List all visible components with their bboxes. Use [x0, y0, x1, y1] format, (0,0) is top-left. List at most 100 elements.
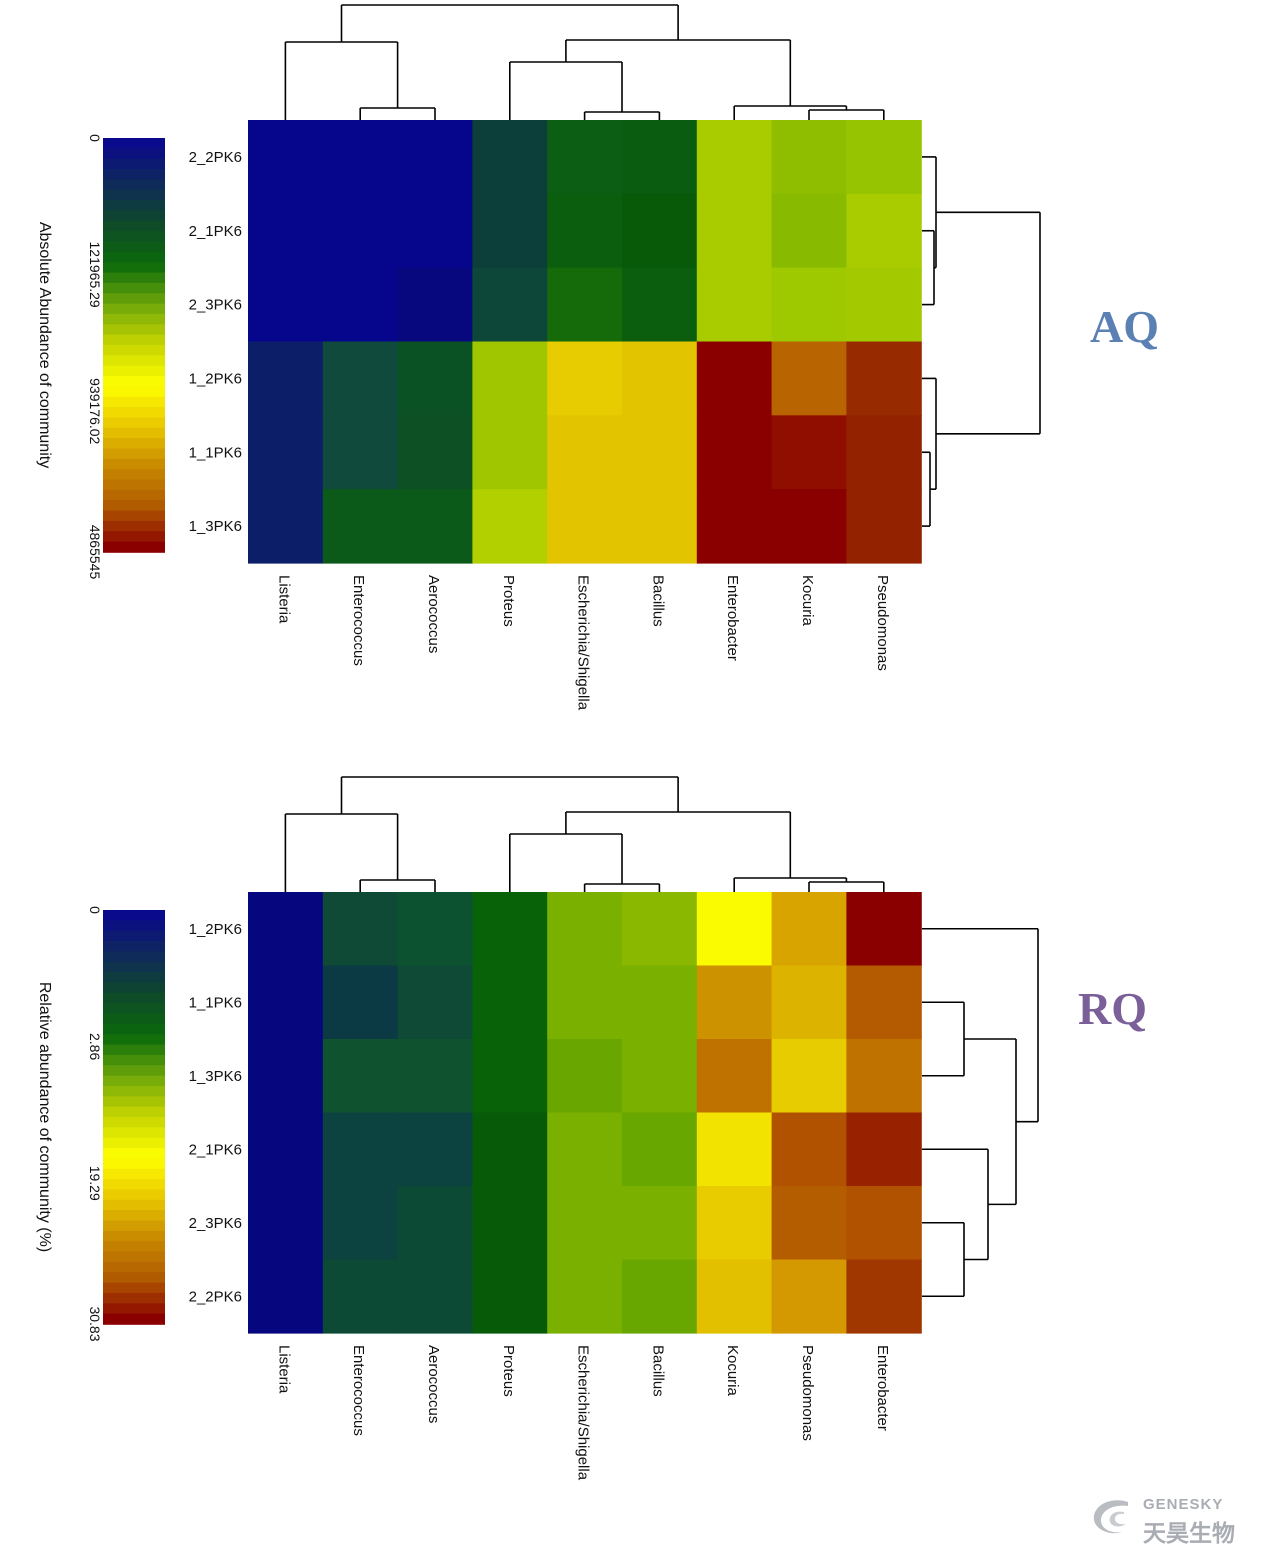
column-label: Proteus: [500, 1345, 517, 1397]
column-label: Pseudomonas: [874, 575, 891, 671]
heatmap-cell: [322, 1186, 399, 1261]
heatmap-cell: [696, 965, 773, 1040]
column-label: Listeria: [275, 1345, 292, 1394]
heatmap-cell: [547, 415, 623, 490]
rq-panel-label: RQ: [1078, 983, 1147, 1034]
heatmap-cell: [397, 892, 473, 967]
legend-color-step: [103, 1075, 165, 1087]
heatmap-cell: [622, 415, 698, 490]
legend-color-step: [103, 262, 165, 274]
heatmap-cell: [397, 1039, 473, 1114]
heatmap-cell: [622, 193, 698, 269]
heatmap-cell: [472, 1039, 548, 1114]
heatmap-cell: [696, 267, 773, 343]
brand-name-cn: 天昊生物: [1143, 1520, 1235, 1546]
legend-color-step: [103, 1230, 165, 1242]
legend-color-step: [103, 438, 165, 450]
legend-color-step: [103, 1044, 165, 1056]
heatmap-cell: [547, 489, 623, 564]
legend-color-step: [103, 469, 165, 481]
legend-color-step: [103, 169, 165, 181]
heatmap-cell: [472, 1186, 548, 1261]
legend-color-step: [103, 417, 165, 429]
legend-color-step: [103, 448, 165, 460]
legend-color-step: [103, 407, 165, 419]
brand-watermark: GENESKY 天昊生物: [1088, 1494, 1258, 1546]
legend-color-step: [103, 303, 165, 315]
legend-color-step: [103, 313, 165, 326]
column-label: Kocuria: [724, 1345, 741, 1397]
heatmap-cell: [846, 489, 922, 564]
heatmap-cell: [472, 489, 548, 564]
heatmap-cell: [622, 120, 698, 195]
heatmap-cell: [397, 489, 473, 564]
legend-tick-label: 30.83: [87, 1306, 103, 1341]
heatmap-cell: [846, 1039, 922, 1114]
heatmap-cell: [248, 267, 324, 343]
heatmap-cell: [322, 341, 399, 416]
column-label: Bacillus: [649, 1345, 666, 1397]
legend-color-step: [103, 138, 165, 150]
heatmap-cell: [322, 965, 399, 1040]
heatmap-cell: [622, 267, 698, 343]
legend-color-step: [103, 992, 165, 1004]
legend-title: Relative abundance of community (%): [36, 982, 53, 1252]
legend-color-step: [103, 1313, 165, 1325]
heatmap-cell: [547, 965, 623, 1040]
legend-color-step: [103, 396, 165, 408]
legend-tick-label: 939176.02: [87, 378, 103, 444]
legend-color-step: [103, 210, 165, 222]
heatmap-cell: [846, 267, 922, 343]
heatmap-cell: [622, 1259, 698, 1334]
legend-color-step: [103, 1210, 165, 1222]
heatmap-cell: [472, 267, 548, 343]
heatmap-cell: [846, 1112, 922, 1187]
heatmap-cell: [322, 415, 399, 490]
heatmap-cell: [547, 1259, 623, 1334]
heatmap-cell: [547, 120, 623, 195]
heatmap-cell: [397, 965, 473, 1040]
heatmap-cell: [696, 415, 773, 490]
legend-color-step: [103, 1127, 165, 1139]
legend-color-step: [103, 531, 165, 543]
heatmap-cell: [248, 120, 324, 195]
legend-tick-label: 121965.29: [87, 242, 103, 308]
legend-tick-label: 0: [87, 134, 103, 142]
heatmap-cell: [397, 1186, 473, 1261]
legend-color-step: [103, 1241, 165, 1253]
heatmap-cell: [696, 1259, 773, 1334]
heatmap-cell: [322, 489, 399, 564]
row-label: 1_1PK6: [189, 444, 242, 461]
heatmap-cell: [771, 193, 847, 269]
heatmap-cell: [771, 1186, 847, 1261]
legend-color-step: [103, 365, 165, 377]
legend-color-step: [103, 189, 165, 201]
column-label: Escherichia/Shigella: [575, 1345, 592, 1481]
heatmap-cell: [696, 1039, 773, 1114]
heatmap-cell: [322, 1039, 399, 1114]
legend-tick-label: 0: [87, 906, 103, 914]
heatmap-cell: [771, 1259, 847, 1334]
legend-color-step: [103, 251, 165, 263]
heatmap-cell: [771, 341, 847, 416]
legend-color-step: [103, 1096, 165, 1108]
legend-color-step: [103, 1023, 165, 1035]
legend-color-step: [103, 520, 165, 533]
legend-color-step: [103, 1117, 165, 1129]
legend-color-step: [103, 1251, 165, 1263]
heatmap-cell: [547, 892, 623, 967]
heatmap-cell: [472, 1112, 548, 1187]
column-label: Escherichia/Shigella: [575, 575, 592, 711]
legend-color-step: [103, 951, 165, 963]
heatmap-cell: [622, 1112, 698, 1187]
row-label: 1_2PK6: [189, 921, 242, 938]
legend-color-step: [103, 1303, 165, 1315]
legend-color-step: [103, 1168, 165, 1180]
row-label: 2_2PK6: [189, 1288, 242, 1305]
legend-color-step: [103, 1034, 165, 1046]
legend-color-step: [103, 355, 165, 367]
column-label: Proteus: [500, 575, 517, 627]
heatmap-cell: [397, 267, 473, 343]
legend-color-step: [103, 220, 165, 232]
heatmap-cell: [696, 193, 773, 269]
